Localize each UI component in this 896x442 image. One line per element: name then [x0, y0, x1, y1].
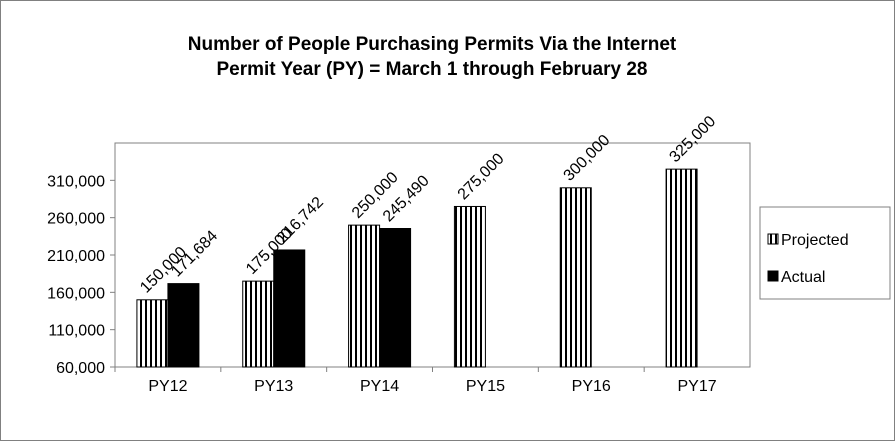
- bar: [348, 224, 381, 368]
- bar: [453, 205, 486, 368]
- chart-subtitle: Permit Year (PY) = March 1 through Febru…: [217, 59, 648, 80]
- legend-box: [759, 206, 891, 300]
- y-tick-label: 160,000: [47, 285, 105, 302]
- plot-area: [114, 142, 751, 368]
- y-tick-label: 60,000: [56, 360, 105, 377]
- x-tick-label: PY14: [360, 378, 399, 395]
- legend-swatch: [767, 270, 779, 282]
- bar: [273, 249, 306, 368]
- bar: [136, 299, 169, 368]
- x-tick-label: PY17: [678, 378, 717, 395]
- bar: [665, 168, 698, 368]
- x-tick-label: PY16: [572, 378, 611, 395]
- x-tick-label: PY13: [254, 378, 293, 395]
- bar: [379, 228, 412, 368]
- y-tick-label: 110,000: [48, 323, 105, 340]
- x-tick-label: PY12: [148, 378, 187, 395]
- y-tick-label: 260,000: [47, 211, 105, 228]
- bar: [559, 187, 592, 368]
- chart-title: Number of People Purchasing Permits Via …: [188, 34, 677, 55]
- y-tick-label: 210,000: [47, 248, 105, 265]
- legend-label: Projected: [781, 232, 849, 249]
- bar: [167, 283, 200, 368]
- x-tick-label: PY15: [466, 378, 505, 395]
- legend-label: Actual: [781, 269, 825, 286]
- y-tick-label: 310,000: [47, 173, 105, 190]
- legend-swatch: [767, 233, 779, 245]
- bar: [242, 280, 275, 368]
